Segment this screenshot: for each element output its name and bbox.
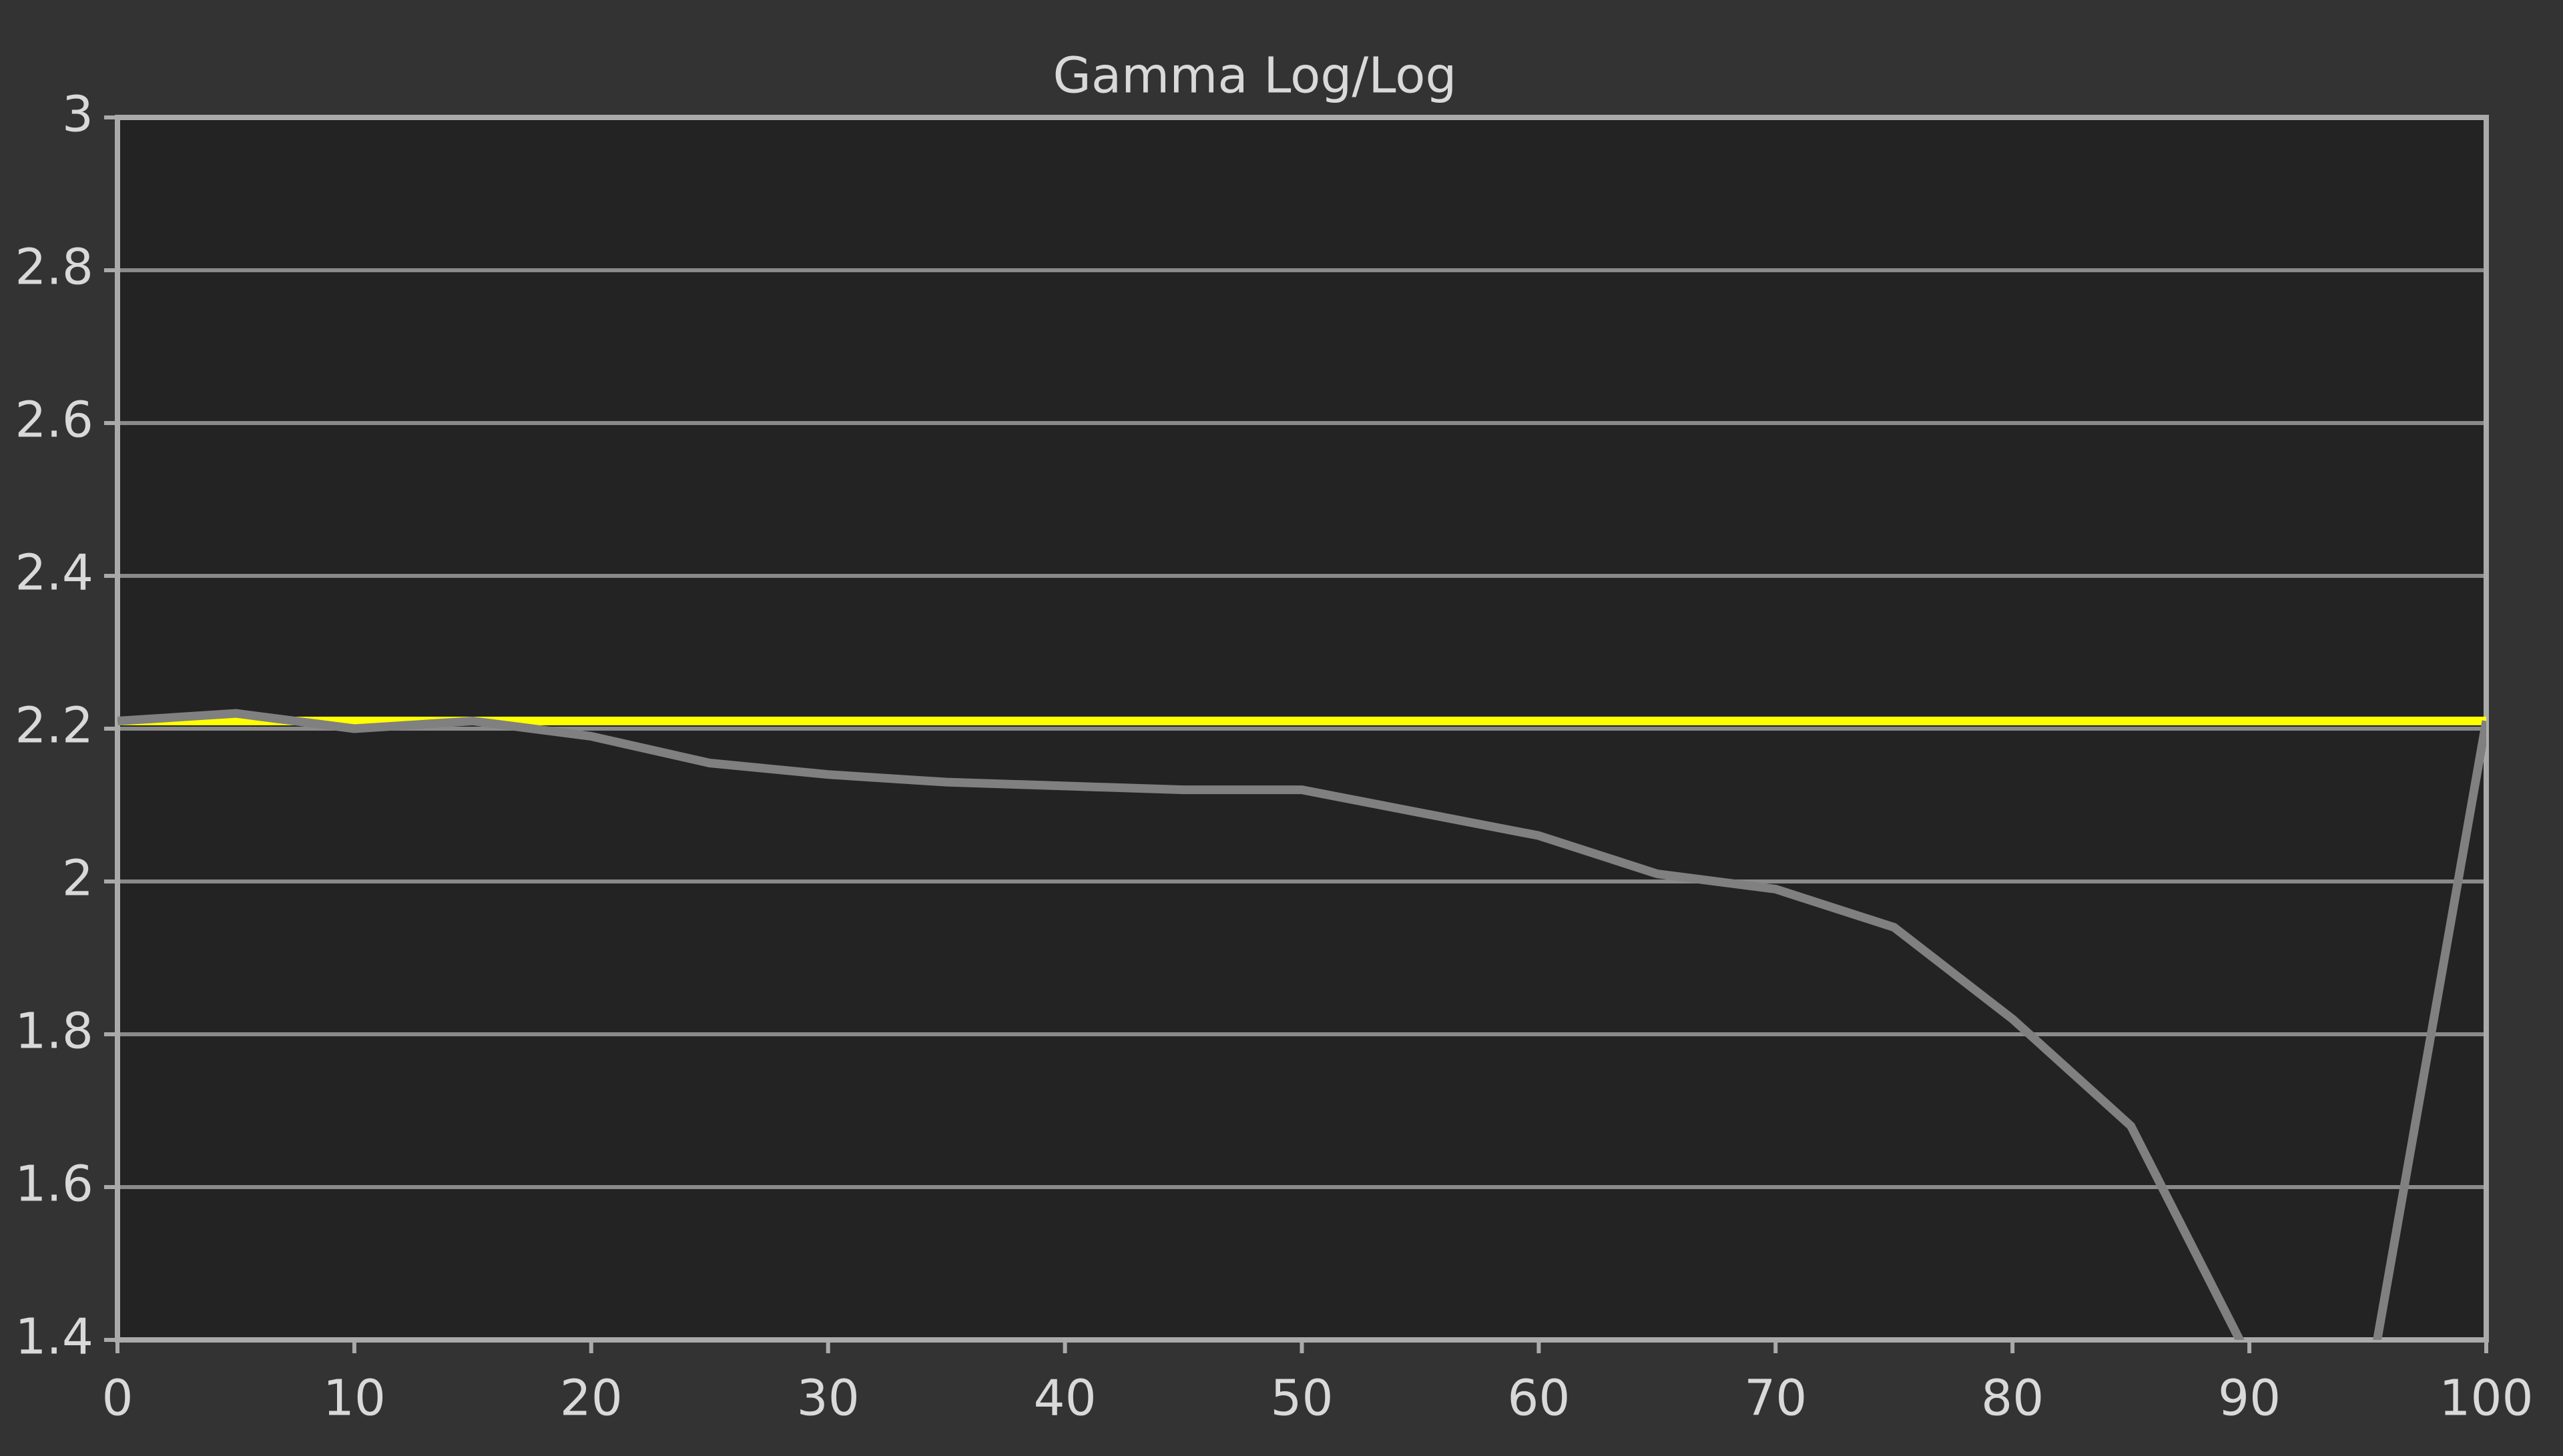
y-tick-label: 2 [62, 850, 93, 907]
y-tick-label: 3 [62, 86, 93, 143]
plot-clip [117, 709, 2486, 1340]
x-tick-label: 90 [2218, 1370, 2281, 1427]
x-tick-label: 50 [1270, 1370, 1333, 1427]
x-tick-label: 100 [2439, 1370, 2533, 1427]
x-tick-label: 40 [1034, 1370, 1097, 1427]
x-tick-label: 70 [1744, 1370, 1807, 1427]
y-tick-label: 2.4 [15, 544, 93, 602]
data-line [117, 709, 2486, 1340]
chart-title: Gamma Log/Log [1053, 47, 1456, 105]
y-tick-label: 2.2 [15, 697, 93, 755]
x-tick-label: 20 [560, 1370, 623, 1427]
y-tick-label: 1.6 [15, 1156, 93, 1213]
y-tick-label: 1.8 [15, 1003, 93, 1060]
x-tick-label: 30 [797, 1370, 860, 1427]
y-tick-label: 2.8 [15, 239, 93, 296]
x-tick-label: 60 [1507, 1370, 1570, 1427]
y-tick-label: 2.6 [15, 392, 93, 449]
x-tick-label: 0 [101, 1370, 133, 1427]
y-tick-label: 1.4 [15, 1309, 93, 1366]
x-tick-label: 80 [1981, 1370, 2044, 1427]
x-tick-label: 10 [323, 1370, 386, 1427]
